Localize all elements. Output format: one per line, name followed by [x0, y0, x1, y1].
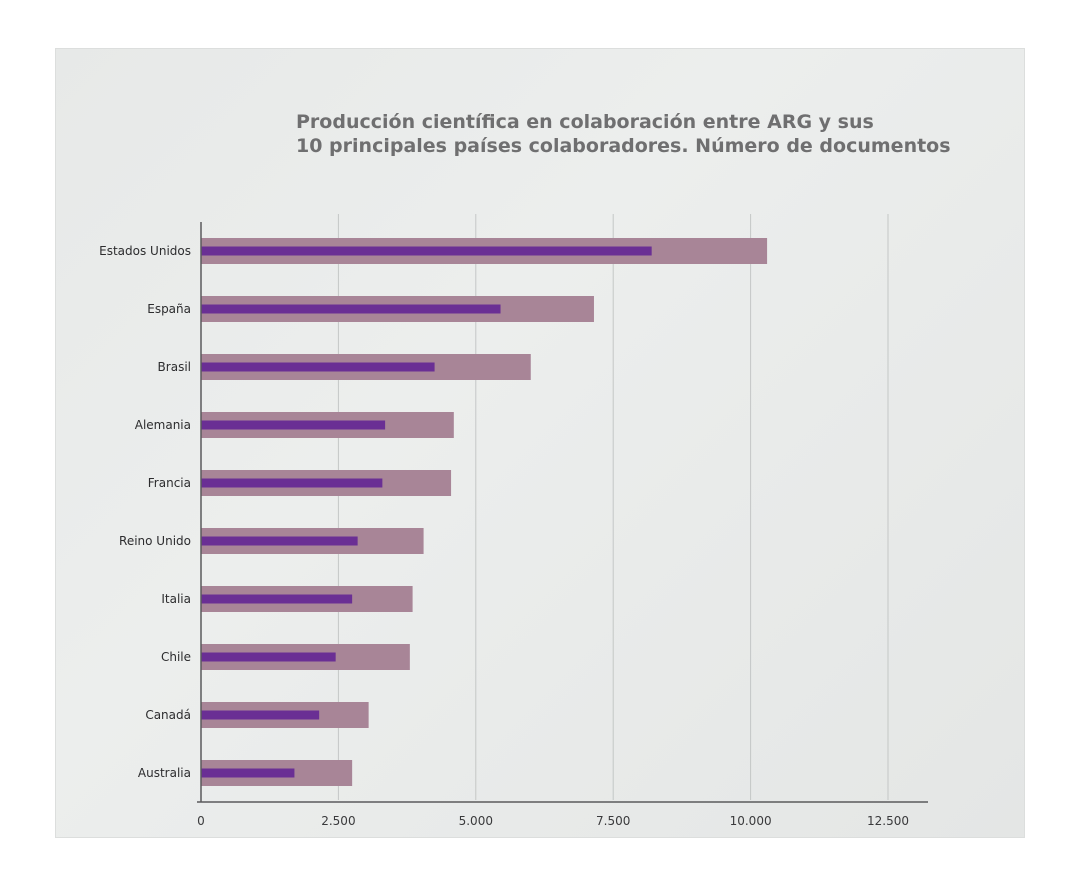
x-tick-labels: 0 2.500 5.000 7.500 10.000 12.500 — [197, 814, 909, 828]
bar-inner — [201, 304, 501, 314]
category-label: Chile — [161, 650, 191, 664]
category-label: Reino Unido — [119, 534, 191, 548]
bars — [201, 238, 768, 786]
bar-inner — [201, 710, 320, 720]
bar-inner — [201, 768, 295, 778]
category-label: España — [147, 302, 191, 316]
bar-inner — [201, 420, 386, 430]
bar-inner — [201, 594, 353, 604]
chart-title: Producción científica en colaboración en… — [296, 110, 996, 158]
bar-inner — [201, 536, 358, 546]
category-labels: Estados Unidos España Brasil Alemania Franci… — [99, 244, 191, 780]
x-tick-label: 2.500 — [321, 814, 355, 828]
chart-title-line-2: 10 principales países colaboradores. Núm… — [296, 135, 951, 157]
category-label: Estados Unidos — [99, 244, 191, 258]
x-tick-label: 10.000 — [730, 814, 772, 828]
category-label: Brasil — [158, 360, 191, 374]
bar-inner — [201, 478, 383, 488]
x-tick-label: 7.500 — [596, 814, 630, 828]
chart-title-line-1: Producción científica en colaboración en… — [296, 111, 874, 133]
axes — [197, 222, 928, 803]
category-label: Francia — [148, 476, 191, 490]
category-label: Alemania — [135, 418, 191, 432]
category-label: Italia — [161, 592, 191, 606]
category-label: Canadá — [145, 708, 191, 722]
x-tick-label: 5.000 — [459, 814, 493, 828]
bar-inner — [201, 652, 336, 662]
bar-inner — [201, 246, 652, 256]
x-tick-label: 0 — [197, 814, 205, 828]
category-label: Australia — [138, 766, 191, 780]
bar-inner — [201, 362, 435, 372]
x-tick-label: 12.500 — [867, 814, 909, 828]
